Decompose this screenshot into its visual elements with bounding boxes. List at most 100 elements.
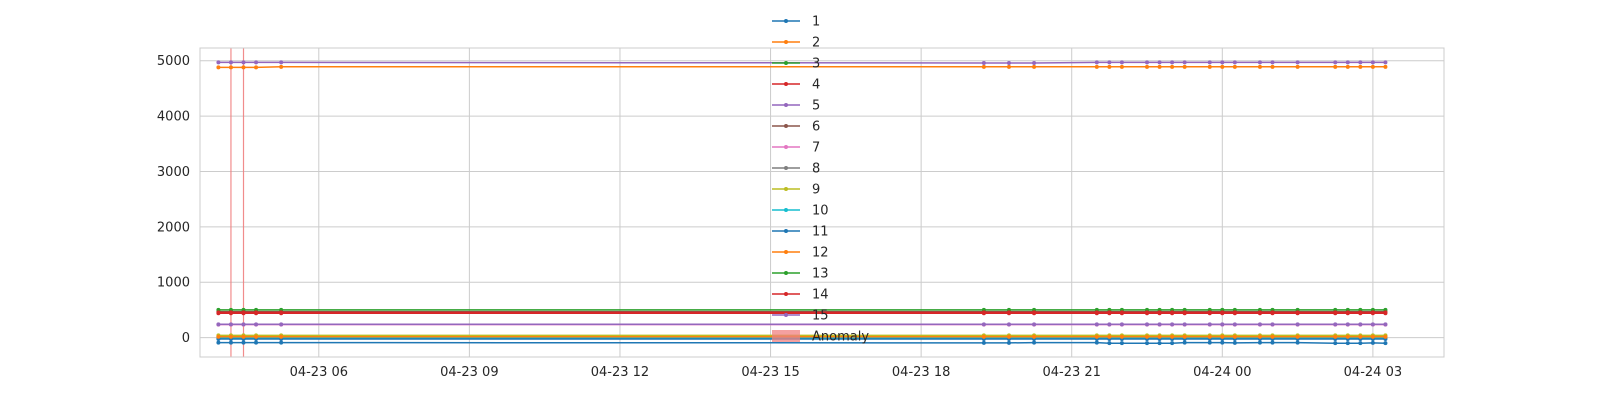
data-point (1145, 334, 1150, 339)
data-point (1345, 341, 1350, 346)
data-point (1345, 310, 1350, 315)
legend-marker (784, 124, 788, 128)
series-12 (216, 334, 1388, 339)
legend-marker (784, 61, 788, 65)
legend-label: 2 (812, 36, 820, 51)
data-point (241, 310, 246, 315)
legend-item: 1 (772, 15, 820, 30)
data-point (1107, 322, 1112, 327)
data-point (1170, 60, 1175, 65)
data-point (1232, 340, 1237, 345)
data-point (1383, 64, 1388, 69)
data-point (1270, 64, 1275, 69)
legend-item: 9 (772, 183, 820, 198)
data-point (1107, 310, 1112, 315)
data-point (1232, 60, 1237, 65)
data-point (1207, 322, 1212, 327)
legend-marker (784, 313, 788, 317)
data-point (1333, 334, 1338, 339)
data-point (1383, 341, 1388, 346)
legend-item: 7 (772, 141, 820, 156)
data-point (1119, 334, 1124, 339)
data-point (1370, 322, 1375, 327)
legend-label: 3 (812, 57, 820, 72)
legend-item: 8 (772, 162, 820, 177)
data-point (1182, 340, 1187, 345)
data-point (1257, 322, 1262, 327)
axes: 0 1000 2000 3000 4000 5000 04-23 06 04-23 09 04-… (157, 47, 1445, 380)
data-point (1170, 64, 1175, 69)
data-point (1006, 334, 1011, 339)
data-point (1145, 322, 1150, 327)
data-point (1370, 310, 1375, 315)
data-point (241, 334, 246, 339)
legend-marker (784, 208, 788, 212)
series-line (218, 341, 1386, 344)
data-point (1358, 322, 1363, 327)
data-point (228, 310, 233, 315)
data-point (1207, 334, 1212, 339)
data-point (216, 322, 221, 327)
data-point (216, 310, 221, 315)
data-point (1032, 310, 1037, 315)
data-point (1295, 334, 1300, 339)
data-point (1345, 60, 1350, 65)
data-point (1232, 64, 1237, 69)
data-point (254, 334, 259, 339)
data-point (1232, 322, 1237, 327)
legend-label: 6 (812, 120, 820, 135)
data-point (1170, 334, 1175, 339)
data-point (1295, 310, 1300, 315)
data-point (254, 340, 259, 345)
grid-lines (200, 48, 1444, 357)
x-tick-label: 04-23 06 (290, 365, 348, 380)
data-point (1370, 64, 1375, 69)
data-point (1145, 341, 1150, 346)
data-point (981, 340, 986, 345)
data-point (1333, 310, 1338, 315)
legend-marker (784, 40, 788, 44)
x-tick-label: 04-24 03 (1344, 365, 1402, 380)
data-point (1295, 60, 1300, 65)
data-point (1145, 64, 1150, 69)
data-point (279, 334, 284, 339)
legend-marker (784, 103, 788, 107)
data-point (1119, 310, 1124, 315)
x-tick-label: 04-23 21 (1042, 365, 1100, 380)
legend-item: 15 (772, 309, 829, 324)
data-point (981, 64, 986, 69)
data-point (1006, 310, 1011, 315)
data-point (1257, 334, 1262, 339)
data-point (1094, 60, 1099, 65)
data-point (254, 310, 259, 315)
legend-label: 4 (812, 78, 820, 93)
legend-item: 12 (772, 246, 829, 261)
x-tick-label: 04-23 12 (591, 365, 649, 380)
y-tick-label: 1000 (157, 276, 190, 291)
data-point (1094, 310, 1099, 315)
data-point (1006, 64, 1011, 69)
data-point (1333, 64, 1338, 69)
data-point (1107, 64, 1112, 69)
data-point (981, 310, 986, 315)
data-point (1182, 322, 1187, 327)
data-point (1157, 322, 1162, 327)
data-point (1383, 310, 1388, 315)
series-5 (216, 60, 1388, 65)
data-point (1232, 334, 1237, 339)
data-point (1358, 60, 1363, 65)
x-tick-label: 04-24 00 (1193, 365, 1251, 380)
data-point (1170, 341, 1175, 346)
plot-frame (199, 47, 1445, 358)
legend-item: 5 (772, 99, 820, 114)
legend-item: 4 (772, 78, 820, 93)
data-point (254, 60, 259, 65)
data-point (1358, 310, 1363, 315)
data-point (228, 60, 233, 65)
data-point (228, 322, 233, 327)
legend-item: 3 (772, 57, 820, 72)
data-point (1145, 60, 1150, 65)
y-tick-label: 4000 (157, 110, 190, 125)
data-point (1295, 64, 1300, 69)
